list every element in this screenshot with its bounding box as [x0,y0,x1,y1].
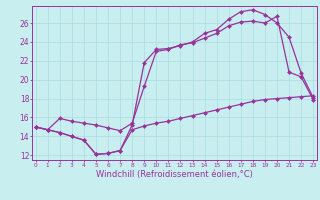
X-axis label: Windchill (Refroidissement éolien,°C): Windchill (Refroidissement éolien,°C) [96,170,253,179]
